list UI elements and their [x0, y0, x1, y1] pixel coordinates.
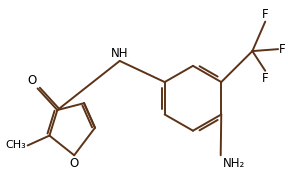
Text: F: F — [262, 72, 268, 85]
Text: O: O — [27, 74, 37, 88]
Text: F: F — [262, 8, 268, 21]
Text: NH₂: NH₂ — [223, 157, 245, 170]
Text: O: O — [70, 157, 79, 170]
Text: NH: NH — [111, 47, 128, 60]
Text: F: F — [279, 43, 286, 56]
Text: CH₃: CH₃ — [5, 140, 26, 151]
